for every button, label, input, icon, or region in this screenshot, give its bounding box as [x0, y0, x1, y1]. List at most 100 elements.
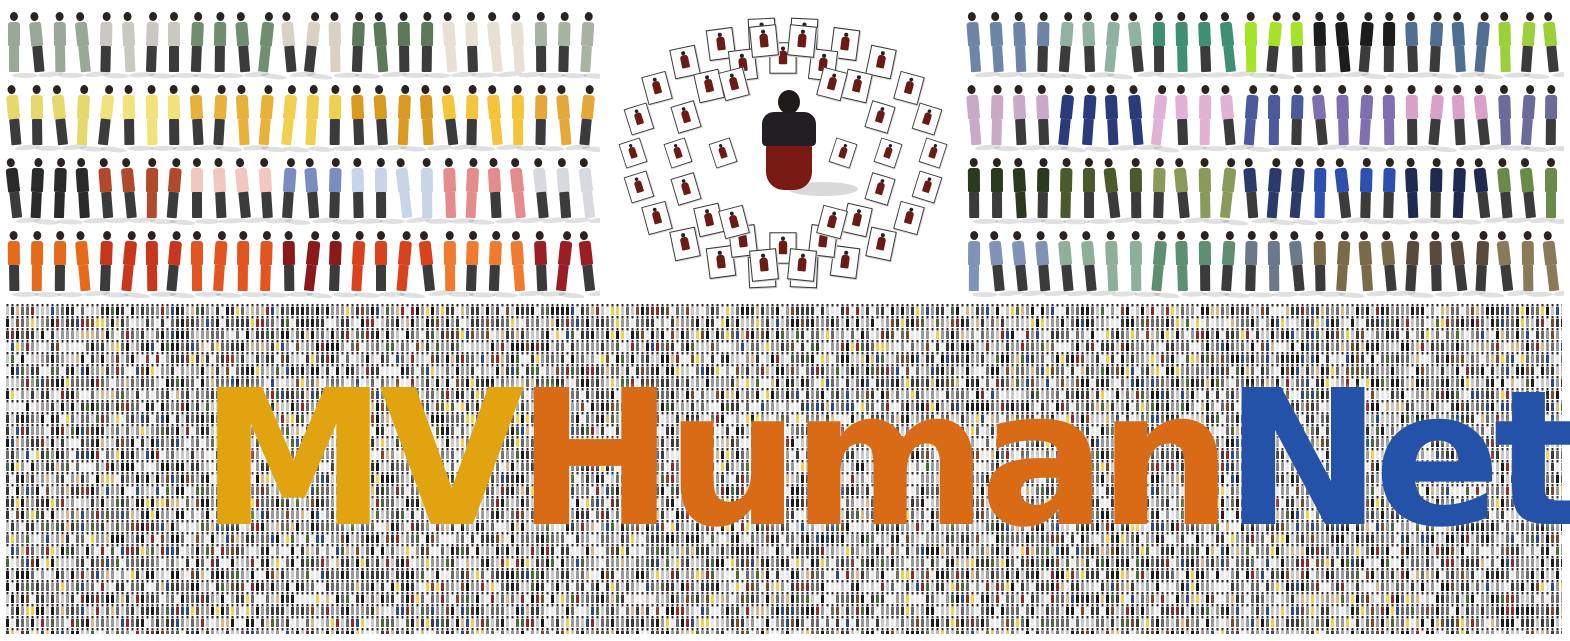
subject-figure [326, 11, 360, 79]
camera-frame [911, 170, 943, 204]
subject-figure [1403, 11, 1438, 79]
subject-row [4, 225, 600, 298]
subject-row [4, 152, 600, 226]
camera-frame [816, 204, 848, 240]
subject-figure [301, 157, 339, 225]
subject-figure [1518, 11, 1550, 80]
subject-figure [29, 84, 62, 152]
subject-figure [1540, 11, 1564, 79]
subject-figure [255, 84, 288, 153]
subject-figure [278, 84, 310, 154]
subject-figure [1381, 11, 1414, 79]
human-mosaic-background [6, 304, 1562, 634]
subject-figure [1147, 84, 1180, 154]
subject-figure [987, 11, 1024, 79]
subject-figure [1332, 157, 1372, 225]
camera-frame [663, 137, 693, 169]
subject-figure [418, 157, 452, 225]
subject-figure [189, 157, 222, 225]
subject-figure [1263, 157, 1296, 226]
subject-figure [1173, 230, 1207, 298]
subject-figure [1240, 157, 1278, 225]
subject-figure [373, 231, 405, 297]
camera-frame [828, 137, 858, 169]
subject-row [4, 79, 600, 154]
subject-figure [29, 230, 61, 298]
subject-figure [1381, 84, 1414, 152]
subject-figure [166, 12, 199, 78]
subject-figure [1266, 230, 1299, 298]
subject-figure [964, 11, 1001, 79]
subject-figure [143, 157, 176, 225]
subject-figure [233, 11, 270, 79]
subject-figure [235, 230, 267, 298]
camera-frame [787, 24, 817, 58]
subject-figure [1494, 157, 1532, 225]
subject-figure [300, 11, 333, 81]
subject-figure [554, 157, 591, 225]
subject-figure [1150, 11, 1183, 79]
subject-figure [302, 84, 335, 153]
camera-frame [841, 202, 873, 238]
subject-figure [1148, 230, 1180, 298]
subject-figure [1173, 11, 1207, 79]
subject-figure [463, 230, 496, 298]
subject-figure [1011, 11, 1046, 79]
subject-figure [1103, 230, 1138, 298]
subject-figure [1196, 157, 1230, 225]
subject-figure [1496, 11, 1530, 79]
camera-frame [893, 70, 925, 106]
subject-figure [210, 230, 243, 298]
subject-figure [988, 84, 1021, 152]
camera-frame [864, 100, 896, 134]
subject-figure [1426, 11, 1458, 80]
subject-figure [463, 11, 498, 79]
subject-figure [166, 84, 199, 152]
subject-figure [117, 230, 150, 298]
subject-figure [1242, 230, 1275, 298]
subject-figure [553, 230, 585, 298]
subject-figure [1516, 157, 1556, 225]
subject-figure [484, 11, 523, 79]
subject-figure [1332, 11, 1371, 79]
subject-figure [532, 230, 567, 298]
camera-frame [865, 226, 897, 262]
subject-figure [143, 84, 177, 152]
subject-figure [463, 157, 495, 226]
subject-figure [120, 84, 154, 152]
subject-figure [51, 11, 85, 79]
subject-figure [1055, 84, 1088, 154]
subject-figure [1079, 84, 1112, 153]
subject-figure [1543, 84, 1564, 152]
title-segment-net: Net [1224, 350, 1570, 569]
subject-figure [576, 84, 600, 154]
subject-figure [1035, 157, 1067, 225]
subject-figure [257, 230, 290, 298]
subject-figure [553, 84, 592, 152]
subject-figure [1081, 157, 1114, 225]
subject-figure [96, 230, 129, 298]
subject-figure [142, 11, 175, 79]
subject-figure [1312, 157, 1344, 225]
subject-figure [1356, 84, 1389, 153]
subject-figure [395, 11, 429, 79]
subject-figure [964, 84, 1001, 152]
subject-figure [1216, 157, 1249, 227]
subject-figure [1496, 84, 1530, 152]
subject-figure [1172, 84, 1208, 152]
camera-frame [623, 102, 655, 136]
subject-figure [373, 157, 405, 225]
subject-figure [508, 230, 545, 298]
left-subjects-strip [4, 6, 600, 298]
camera-frame [718, 204, 750, 240]
center-performer-figure [758, 90, 858, 198]
subject-figure [1058, 157, 1090, 225]
subject-figure [1471, 11, 1503, 81]
subject-figure [1170, 157, 1210, 225]
subject-figure [439, 11, 477, 79]
subject-figure [326, 157, 359, 225]
subject-row [964, 152, 1564, 227]
subject-figure [117, 157, 156, 225]
subject-figure [1010, 84, 1046, 152]
